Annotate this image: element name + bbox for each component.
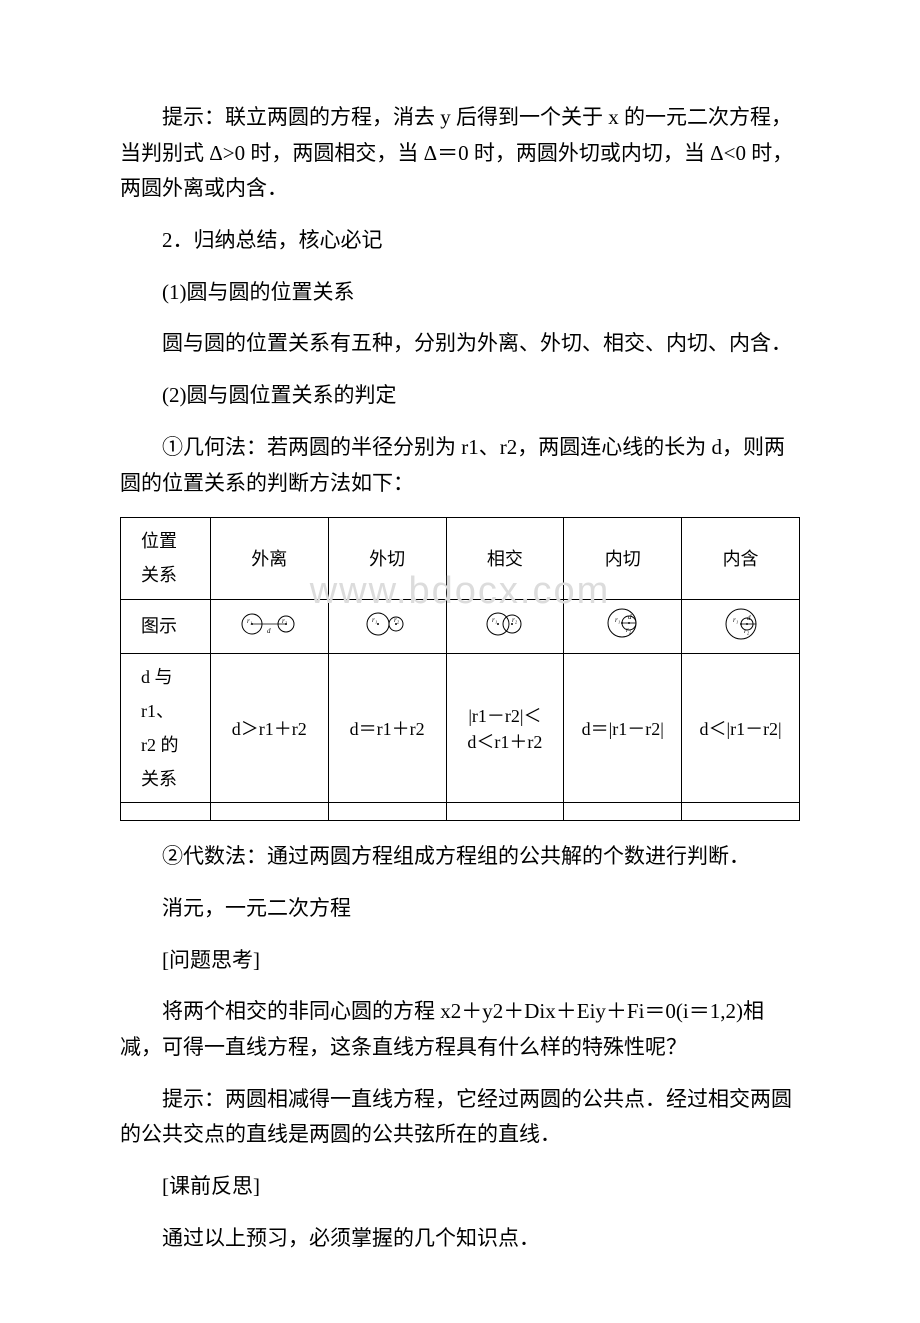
- cell-ext-tangent-relation: d＝r1＋r2: [328, 653, 446, 803]
- cell-intersect-relation: |r1－r2|＜d＜r1＋r2: [446, 653, 564, 803]
- svg-text:r₂: r₂: [626, 626, 632, 634]
- cell-empty: [121, 803, 211, 821]
- paragraph-review: 通过以上预习，必须掌握的几个知识点．: [120, 1221, 800, 1257]
- svg-text:d: d: [747, 614, 751, 622]
- table-row: 位置关系 外离 外切 相交 内切 内含: [121, 518, 800, 599]
- paragraph-hint2: 提示：两圆相减得一直线方程，它经过两圆的公共点．经过相交两圆的公共交点的直线是两…: [120, 1082, 800, 1153]
- table-row: d 与r1、r2 的关系 d＞r1＋r2 d＝r1＋r2 |r1－r2|＜d＜r…: [121, 653, 800, 803]
- cell-contain-relation: d＜|r1－r2|: [682, 653, 800, 803]
- svg-text:r₁: r₁: [492, 616, 497, 624]
- cell-empty: [446, 803, 564, 821]
- paragraph-sub2: (2)圆与圆位置关系的判定: [120, 378, 800, 414]
- paragraph-algebra-method: ②代数法：通过两圆方程组成方程组的公共解的个数进行判断．: [120, 839, 800, 875]
- cell-int-tangent-relation: d＝|r1－r2|: [564, 653, 682, 803]
- paragraph-review-label: [课前反思]: [120, 1169, 800, 1205]
- paragraph-sub1: (1)圆与圆的位置关系: [120, 275, 800, 311]
- cell-separate-relation: d＞r1＋r2: [210, 653, 328, 803]
- svg-text:r₂: r₂: [512, 616, 518, 624]
- svg-text:r₁: r₁: [615, 616, 620, 624]
- cell-empty: [682, 803, 800, 821]
- table-row: 图示 r₁ r₂ d r₁ r₂: [121, 599, 800, 653]
- svg-text:r₂: r₂: [394, 616, 400, 624]
- svg-text:r₂: r₂: [282, 617, 288, 625]
- table-row: [121, 803, 800, 821]
- cell-empty: [328, 803, 446, 821]
- cell-ext-tangent-label: 外切: [328, 518, 446, 599]
- paragraph-five-types: 圆与圆的位置关系有五种，分别为外离、外切、相交、内切、内含．: [120, 326, 800, 362]
- paragraph-think-label: [问题思考]: [120, 943, 800, 979]
- diagram-intersect-icon: r₁ r₂: [470, 608, 540, 640]
- position-table: 位置关系 外离 外切 相交 内切 内含 图示 r₁ r₂ d: [120, 517, 800, 821]
- paragraph-question: 将两个相交的非同心圆的方程 x2＋y2＋Dix＋Eiy＋Fi＝0(i＝1,2)相…: [120, 994, 800, 1065]
- paragraph-hint: 提示：联立两圆的方程，消去 y 后得到一个关于 x 的一元二次方程，当判别式 Δ…: [120, 100, 800, 207]
- svg-text:r₂: r₂: [744, 627, 750, 635]
- paragraph-section2: 2．归纳总结，核心必记: [120, 223, 800, 259]
- cell-diagram-ext-tangent: r₁ r₂: [328, 599, 446, 653]
- cell-relation-label: d 与r1、r2 的关系: [121, 653, 211, 803]
- cell-separate-label: 外离: [210, 518, 328, 599]
- cell-diagram-separate: r₁ r₂ d: [210, 599, 328, 653]
- svg-text:r₁: r₁: [372, 616, 377, 624]
- svg-text:r₁: r₁: [247, 617, 252, 625]
- cell-empty: [210, 803, 328, 821]
- cell-contain-label: 内含: [682, 518, 800, 599]
- cell-diagram-label: 图示: [121, 599, 211, 653]
- paragraph-geom-method: ①几何法：若两圆的半径分别为 r1、r2，两圆连心线的长为 d，则两圆的位置关系…: [120, 430, 800, 501]
- cell-diagram-int-tangent: r₁ d r₂: [564, 599, 682, 653]
- paragraph-elim: 消元，一元二次方程: [120, 891, 800, 927]
- diagram-separate-icon: r₁ r₂ d: [229, 606, 309, 642]
- cell-diagram-contain: r₁ d r₂: [682, 599, 800, 653]
- svg-text:d: d: [628, 613, 632, 621]
- svg-text:d: d: [267, 627, 271, 635]
- diagram-contain-icon: r₁ d r₂: [706, 606, 776, 642]
- cell-empty: [564, 803, 682, 821]
- diagram-int-tangent-icon: r₁ d r₂: [588, 607, 658, 641]
- cell-diagram-intersect: r₁ r₂: [446, 599, 564, 653]
- cell-intersect-label: 相交: [446, 518, 564, 599]
- cell-int-tangent-label: 内切: [564, 518, 682, 599]
- cell-position-label: 位置关系: [121, 518, 211, 599]
- diagram-ext-tangent-icon: r₁ r₂: [352, 608, 422, 640]
- svg-text:r₁: r₁: [733, 616, 738, 624]
